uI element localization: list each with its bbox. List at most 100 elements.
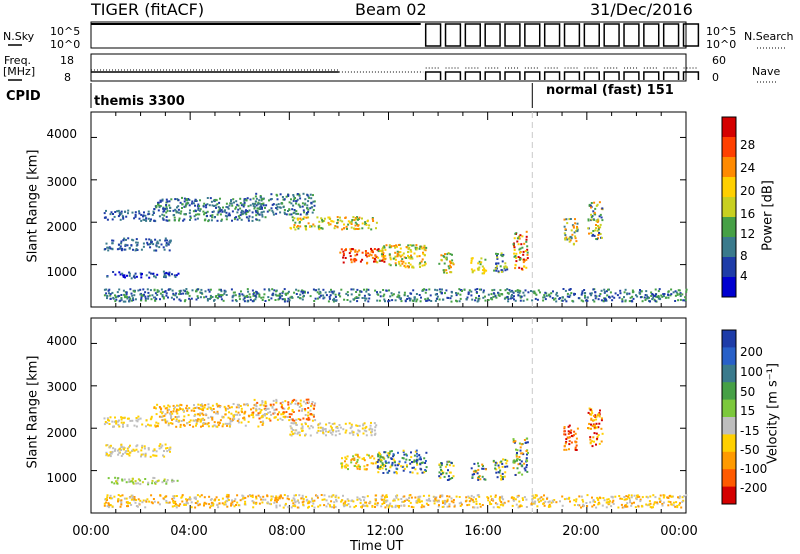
- panel-1-cell: [168, 448, 171, 451]
- panel-1-cell: [153, 500, 156, 503]
- panel-0-cell: [333, 290, 336, 293]
- panel-1-cell: [113, 495, 116, 498]
- panel-0-cell: [542, 299, 545, 302]
- panel-1-cell: [133, 424, 136, 427]
- panel-0-cell: [303, 216, 306, 219]
- panel-1-cell: [371, 455, 374, 458]
- panel-1-cell: [350, 499, 353, 502]
- panel-1-cell: [189, 497, 192, 500]
- panel-1-cell: [110, 497, 112, 500]
- panel-1-cell: [296, 500, 299, 503]
- panel-1-cell: [505, 462, 508, 465]
- panel-0-cell: [593, 234, 596, 237]
- panel-0-cell: [192, 210, 195, 213]
- panel-1-cell: [383, 500, 386, 503]
- panel-0-cell: [450, 295, 453, 298]
- panel-1-cell: [230, 502, 233, 505]
- panel-0-cell: [581, 292, 584, 295]
- panel-1-cell: [502, 498, 505, 501]
- panel-0-cell: [282, 206, 285, 209]
- panel-1-cell: [278, 497, 281, 500]
- panel-0-cell: [339, 216, 341, 219]
- panel-1-cell: [477, 462, 479, 465]
- panel-0-cell: [345, 292, 348, 295]
- panel-0-cell: [264, 206, 266, 209]
- panel-0-cell: [185, 198, 188, 201]
- panel-1-cell: [164, 418, 167, 421]
- panel-1-cell: [574, 441, 577, 444]
- panel-0-cell: [307, 222, 310, 225]
- panel-0-cell: [532, 290, 535, 293]
- panel-1-cell: [335, 500, 338, 503]
- panel-1-cell: [392, 455, 395, 458]
- panel-1-cell: [563, 433, 566, 436]
- panel-0-cell: [435, 297, 438, 300]
- panel-1-cell: [629, 501, 632, 504]
- panel-0-cell: [285, 213, 288, 216]
- panel-0-cell: [590, 232, 593, 235]
- panel-1-cell: [329, 505, 332, 508]
- panel-0-cell: [181, 203, 184, 206]
- panel-0-cell: [144, 299, 147, 302]
- panel-1-cell: [108, 446, 111, 449]
- panel-0-cell: [116, 248, 119, 251]
- panel-0-cell: [295, 210, 298, 213]
- panel-1-cell: [373, 457, 376, 460]
- panel-1-cell: [355, 462, 358, 465]
- panel-1-cell: [672, 504, 675, 507]
- panel-1-cell: [659, 501, 662, 503]
- panel-0-cell: [120, 210, 123, 213]
- panel-1-cell: [155, 481, 158, 483]
- panel-0-cell: [342, 256, 345, 259]
- panel-1-cell: [128, 454, 131, 457]
- panel-1-cell: [416, 472, 419, 475]
- panel-0-cell: [451, 262, 454, 265]
- panel-1-cell: [332, 494, 335, 497]
- panel-1-cell: [290, 427, 293, 430]
- panel-1-cell: [635, 498, 638, 501]
- panel-1-cell: [265, 417, 268, 420]
- panel-1-cell: [197, 504, 200, 507]
- panel-1-cell: [565, 438, 568, 441]
- panel-0-cell: [631, 289, 634, 292]
- panel-0-cell: [675, 291, 678, 294]
- panel-1-cell: [257, 425, 260, 428]
- panel-0-cell: [394, 246, 397, 249]
- panel-1-cell: [500, 460, 503, 463]
- panel-0-cell: [315, 289, 318, 292]
- panel-1-cell: [302, 417, 305, 420]
- panel-1-cell: [344, 466, 347, 469]
- panel-1-cell: [271, 495, 274, 498]
- panel-1-cell: [135, 499, 137, 501]
- panel-0-cell: [569, 288, 571, 291]
- panel-1-cell: [376, 502, 379, 505]
- panel-1-cell: [588, 407, 591, 410]
- panel-1-cell: [152, 454, 155, 457]
- panel-0-cell: [416, 255, 419, 258]
- panel-0-cell: [283, 300, 286, 303]
- panel-0-cell: [449, 262, 452, 265]
- panel-1-cell: [381, 498, 384, 501]
- panel-0-cell: [312, 200, 315, 203]
- panel-1-cell: [591, 440, 594, 443]
- panel-0-cell: [598, 294, 601, 297]
- panel-0-cell: [164, 207, 167, 210]
- panel-0-cell: [491, 289, 494, 292]
- panel-1-cell: [546, 497, 548, 500]
- panel-0-cell: [346, 291, 349, 294]
- panel-0-cell: [232, 294, 235, 297]
- panel-0-cell: [594, 207, 597, 210]
- panel-1-cell: [365, 504, 368, 507]
- panel-1-cell: [656, 501, 658, 504]
- panel-1-cell: [149, 424, 152, 427]
- panel-1-cell: [201, 409, 204, 411]
- panel-0-cell: [442, 298, 445, 301]
- panel-1-cell: [205, 422, 208, 425]
- panel-1-cell: [142, 499, 145, 502]
- panel-1-cell: [335, 430, 338, 433]
- panel-1-cell: [221, 425, 224, 428]
- panel-1-cell: [587, 411, 590, 414]
- panel-0-cell: [140, 219, 143, 222]
- panel-1-cell: [236, 494, 239, 497]
